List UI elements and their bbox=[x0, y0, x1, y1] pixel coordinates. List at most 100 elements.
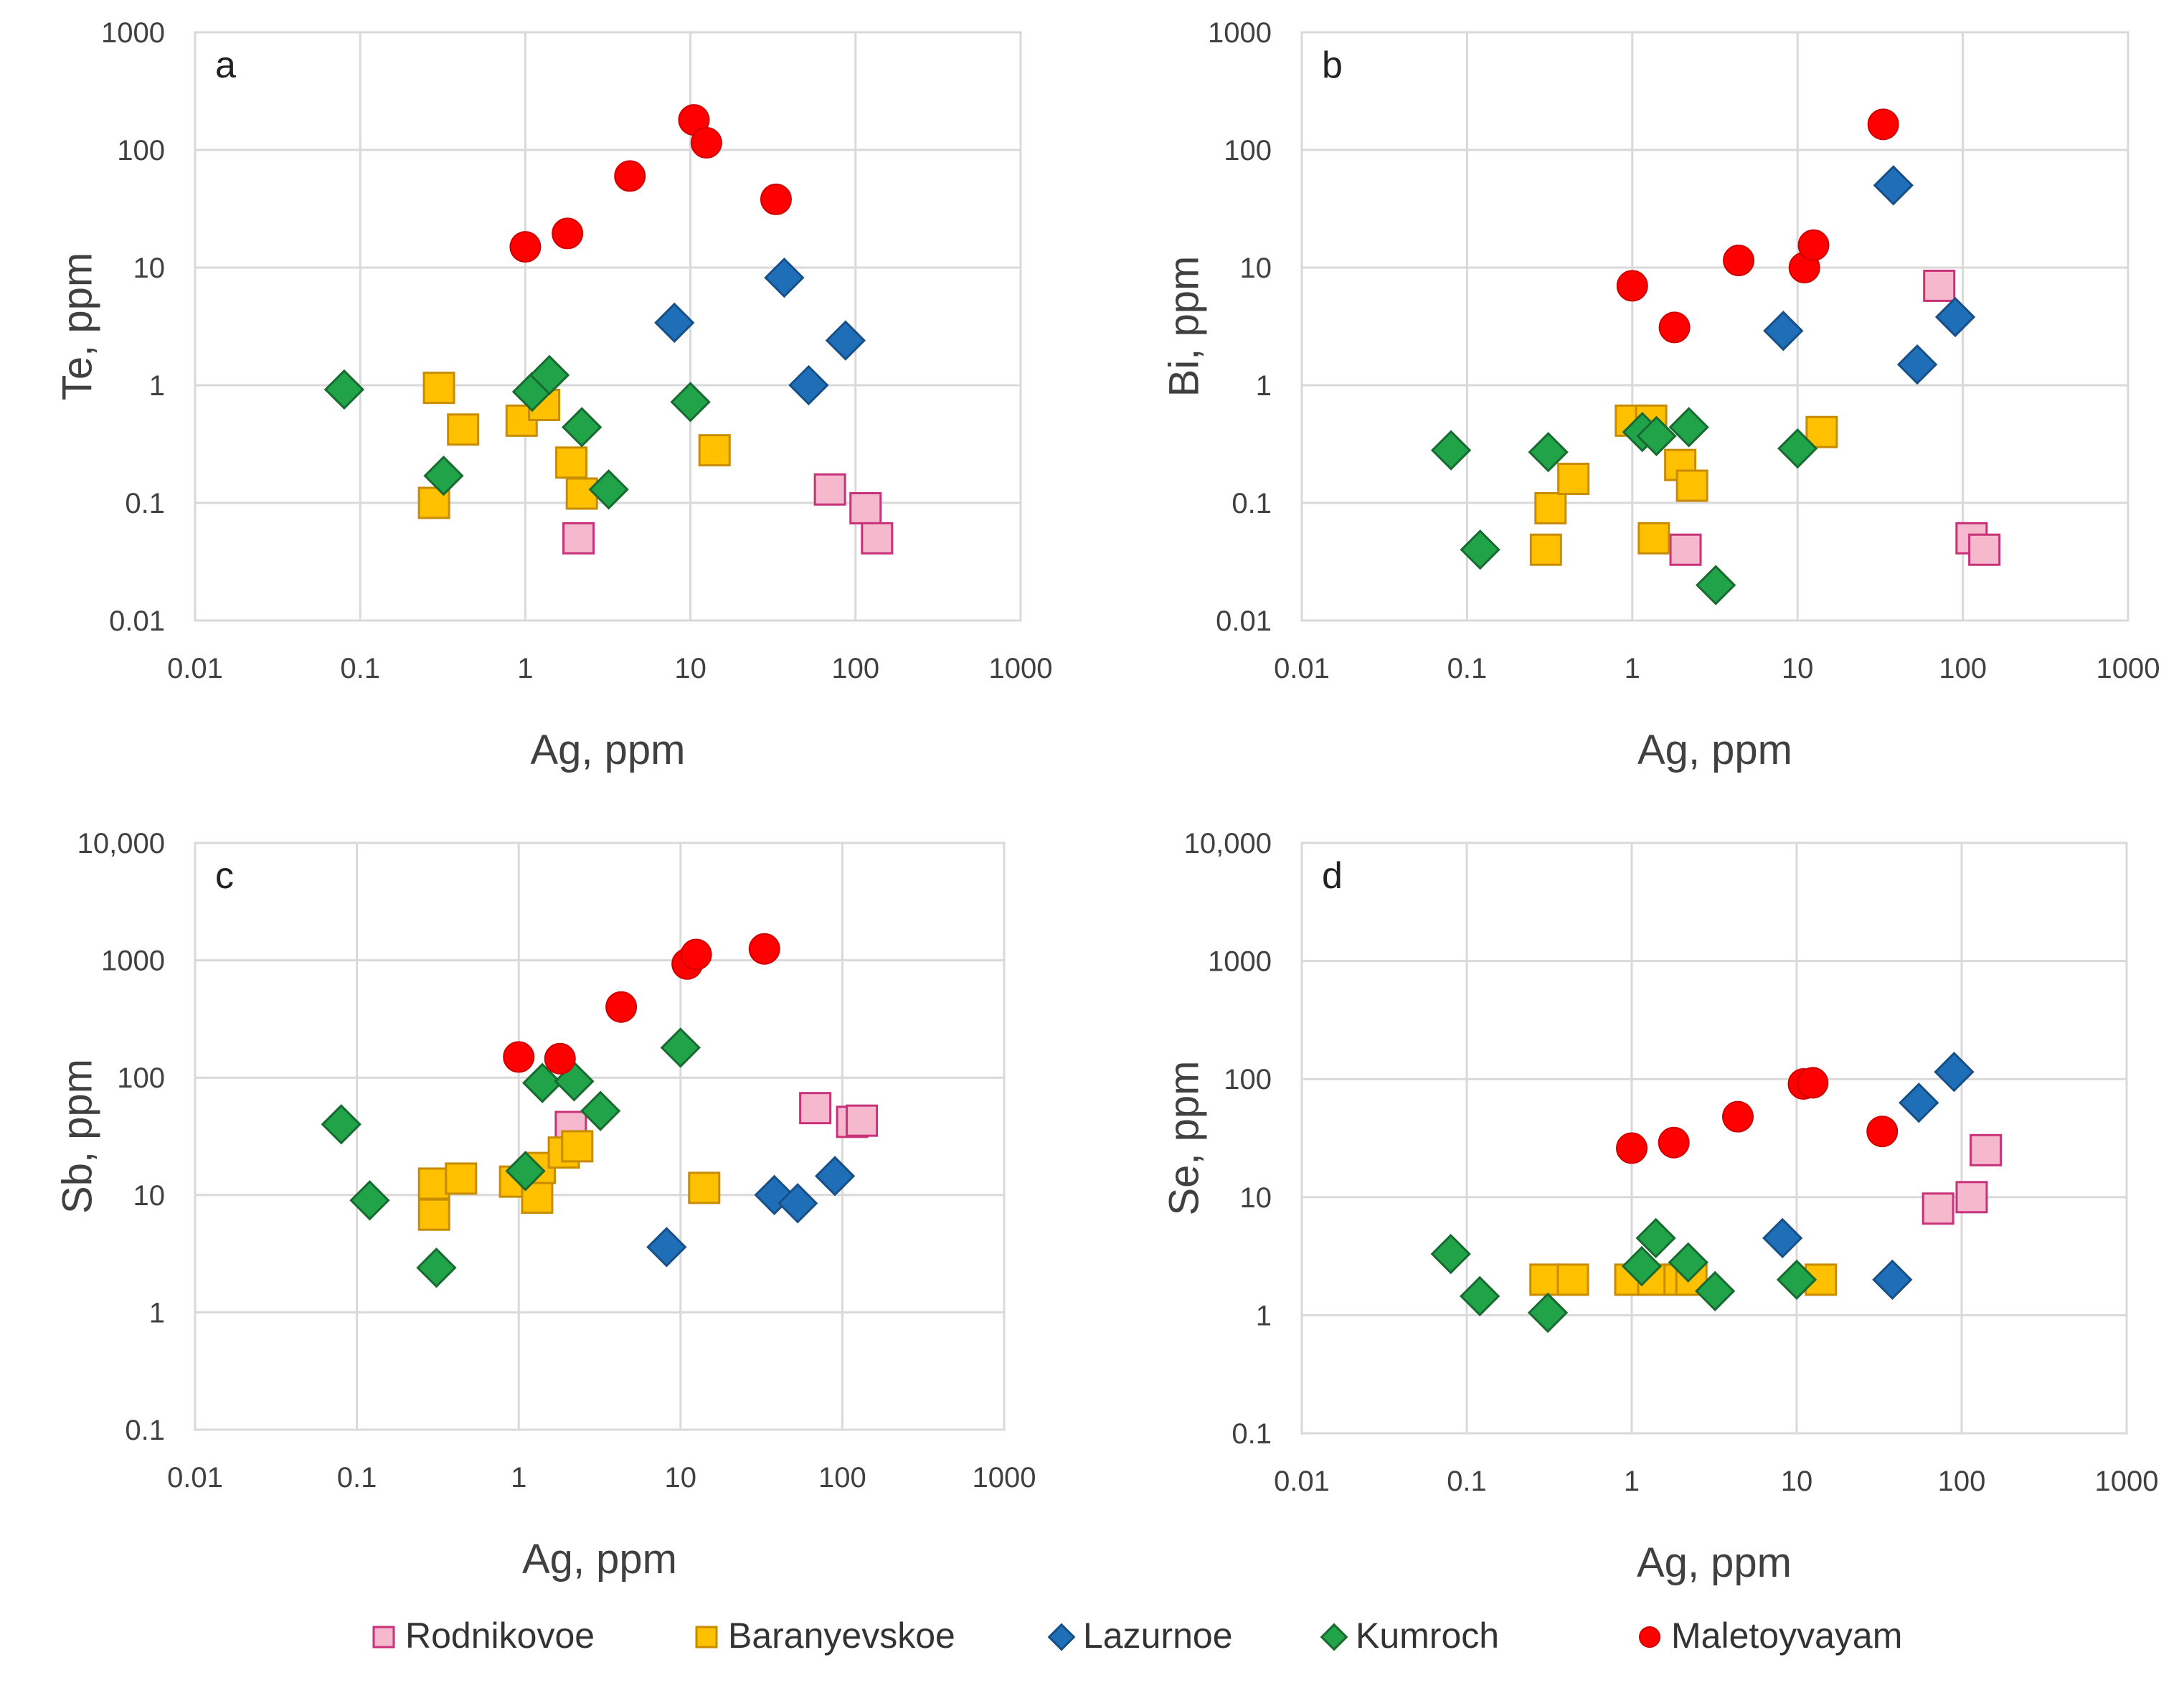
y-tick-label: 1 bbox=[149, 1297, 165, 1329]
legend: Rodnikovoe Baranyevskoe Lazurnoe Kumroch… bbox=[372, 1616, 1902, 1656]
legend-marker-square-pink bbox=[372, 1626, 395, 1649]
panel-b-x-axis-label: Ag, ppm bbox=[1637, 727, 1792, 773]
data-point-rodnikovoe bbox=[813, 473, 846, 506]
data-point-maletoyvayam bbox=[503, 1041, 535, 1073]
data-point-lazurnoe bbox=[1934, 1052, 1975, 1093]
data-point-baranyevskoe bbox=[422, 372, 455, 405]
data-point-lazurnoe bbox=[788, 364, 829, 406]
y-tick-label: 0.1 bbox=[1232, 1418, 1272, 1450]
y-tick-label: 10,000 bbox=[1184, 828, 1272, 859]
x-tick-label: 10 bbox=[1781, 1466, 1813, 1497]
legend-item-lazurnoe: Lazurnoe bbox=[1047, 1616, 1233, 1656]
data-point-lazurnoe bbox=[646, 1227, 687, 1268]
data-point-kumroch bbox=[1696, 565, 1736, 605]
data-point-baranyevskoe bbox=[565, 477, 598, 510]
data-point-maletoyvayam bbox=[552, 217, 584, 250]
legend-label-lazurnoe: Lazurnoe bbox=[1083, 1616, 1233, 1656]
data-point-maletoyvayam bbox=[1723, 245, 1755, 277]
panel-c-label: c bbox=[215, 855, 234, 897]
x-tick-label: 0.01 bbox=[167, 1462, 223, 1494]
data-point-maletoyvayam bbox=[680, 938, 712, 971]
x-tick-label: 100 bbox=[1938, 1466, 1986, 1497]
legend-item-baranyevskoe: Baranyevskoe bbox=[695, 1616, 955, 1656]
data-point-kumroch bbox=[1635, 1217, 1676, 1259]
legend-label-maletoyvayam: Maletoyvayam bbox=[1671, 1616, 1902, 1656]
panel-a-ticks: 0.01 0.1 1 10 100 1000 0.01 0.1 1 10 100 1000 bbox=[101, 17, 1052, 684]
panel-d-gridlines bbox=[1302, 843, 2127, 1433]
legend-symbol-lazurnoe bbox=[1047, 1623, 1076, 1651]
data-point-baranyevskoe bbox=[1557, 463, 1590, 496]
legend-marker-circle-red bbox=[1639, 1626, 1660, 1648]
x-tick-label: 0.1 bbox=[340, 653, 380, 684]
panel-d-y-axis-label: Se, ppm bbox=[1160, 1061, 1207, 1216]
x-tick-label: 0.1 bbox=[1447, 1466, 1487, 1497]
data-point-rodnikovoe bbox=[861, 522, 894, 555]
x-tick-label: 0.1 bbox=[337, 1462, 377, 1494]
data-point-maletoyvayam bbox=[605, 991, 638, 1023]
data-point-maletoyvayam bbox=[1616, 270, 1648, 302]
y-tick-label: 1 bbox=[149, 370, 165, 402]
legend-marker-diamond-green bbox=[1320, 1623, 1348, 1651]
panel-c-x-axis-label: Ag, ppm bbox=[522, 1536, 677, 1583]
data-point-lazurnoe bbox=[777, 1183, 818, 1224]
x-tick-label: 100 bbox=[818, 1462, 866, 1494]
y-tick-label: 1 bbox=[1256, 1300, 1272, 1331]
panel-b: 0.01 0.1 1 10 100 1000 0.01 0.1 1 10 100 1000 b Ag,… bbox=[1160, 17, 2160, 773]
data-point-kumroch bbox=[1430, 430, 1472, 471]
y-tick-label: 0.1 bbox=[125, 488, 165, 519]
legend-symbol-kumroch bbox=[1320, 1623, 1348, 1651]
data-point-baranyevskoe bbox=[1529, 1263, 1562, 1296]
x-tick-label: 1000 bbox=[2095, 1466, 2159, 1497]
y-tick-label: 100 bbox=[117, 1062, 165, 1094]
data-point-maletoyvayam bbox=[1616, 1132, 1648, 1164]
legend-item-kumroch: Kumroch bbox=[1320, 1616, 1499, 1656]
data-point-lazurnoe bbox=[764, 257, 805, 298]
data-point-baranyevskoe bbox=[1675, 469, 1708, 502]
x-tick-label: 0.01 bbox=[167, 653, 223, 684]
x-tick-label: 0.01 bbox=[1274, 1466, 1330, 1497]
data-point-maletoyvayam bbox=[1797, 1067, 1829, 1099]
data-point-kumroch bbox=[1695, 1270, 1736, 1311]
y-tick-label: 10 bbox=[1240, 1182, 1272, 1214]
data-point-maletoyvayam bbox=[748, 933, 780, 965]
data-point-kumroch bbox=[1668, 407, 1709, 448]
panel-b-label: b bbox=[1322, 44, 1343, 86]
x-tick-label: 10 bbox=[665, 1462, 697, 1494]
x-tick-label: 10 bbox=[674, 653, 706, 684]
panel-b-points bbox=[1430, 108, 2001, 605]
legend-label-rodnikovoe: Rodnikovoe bbox=[405, 1616, 595, 1656]
data-point-baranyevskoe bbox=[1534, 492, 1567, 525]
data-point-lazurnoe bbox=[1934, 296, 1976, 338]
y-tick-label: 100 bbox=[1224, 135, 1272, 166]
data-point-maletoyvayam bbox=[509, 231, 542, 263]
y-tick-label: 1000 bbox=[1208, 17, 1272, 49]
data-point-lazurnoe bbox=[654, 302, 695, 343]
data-point-baranyevskoe bbox=[417, 1167, 450, 1200]
data-point-baranyevskoe bbox=[1556, 1263, 1589, 1296]
y-tick-label: 0.1 bbox=[125, 1415, 165, 1446]
data-point-baranyevskoe bbox=[1529, 533, 1562, 566]
data-point-baranyevskoe bbox=[555, 446, 588, 479]
data-point-baranyevskoe bbox=[1637, 522, 1670, 555]
x-tick-label: 10 bbox=[1782, 653, 1814, 684]
data-point-baranyevskoe bbox=[445, 1162, 478, 1195]
y-tick-label: 1000 bbox=[101, 17, 165, 49]
data-point-kumroch bbox=[1527, 1292, 1569, 1334]
data-point-lazurnoe bbox=[1896, 344, 1938, 385]
data-point-lazurnoe bbox=[814, 1156, 856, 1197]
data-point-kumroch bbox=[1460, 529, 1500, 570]
data-point-kumroch bbox=[423, 456, 464, 496]
data-point-kumroch bbox=[660, 1027, 701, 1068]
legend-symbol-maletoyvayam bbox=[1639, 1626, 1660, 1648]
panel-a-x-axis-label: Ag, ppm bbox=[531, 727, 686, 773]
panel-b-ticks: 0.01 0.1 1 10 100 1000 0.01 0.1 1 10 100 1000 bbox=[1208, 17, 2160, 684]
x-tick-label: 100 bbox=[1939, 653, 1987, 684]
data-point-baranyevskoe bbox=[688, 1171, 721, 1204]
y-tick-label: 10,000 bbox=[77, 828, 165, 859]
data-point-rodnikovoe bbox=[1923, 269, 1956, 302]
panel-a-gridlines bbox=[195, 32, 1021, 621]
data-point-kumroch bbox=[670, 382, 711, 423]
data-point-maletoyvayam bbox=[1866, 1116, 1899, 1148]
